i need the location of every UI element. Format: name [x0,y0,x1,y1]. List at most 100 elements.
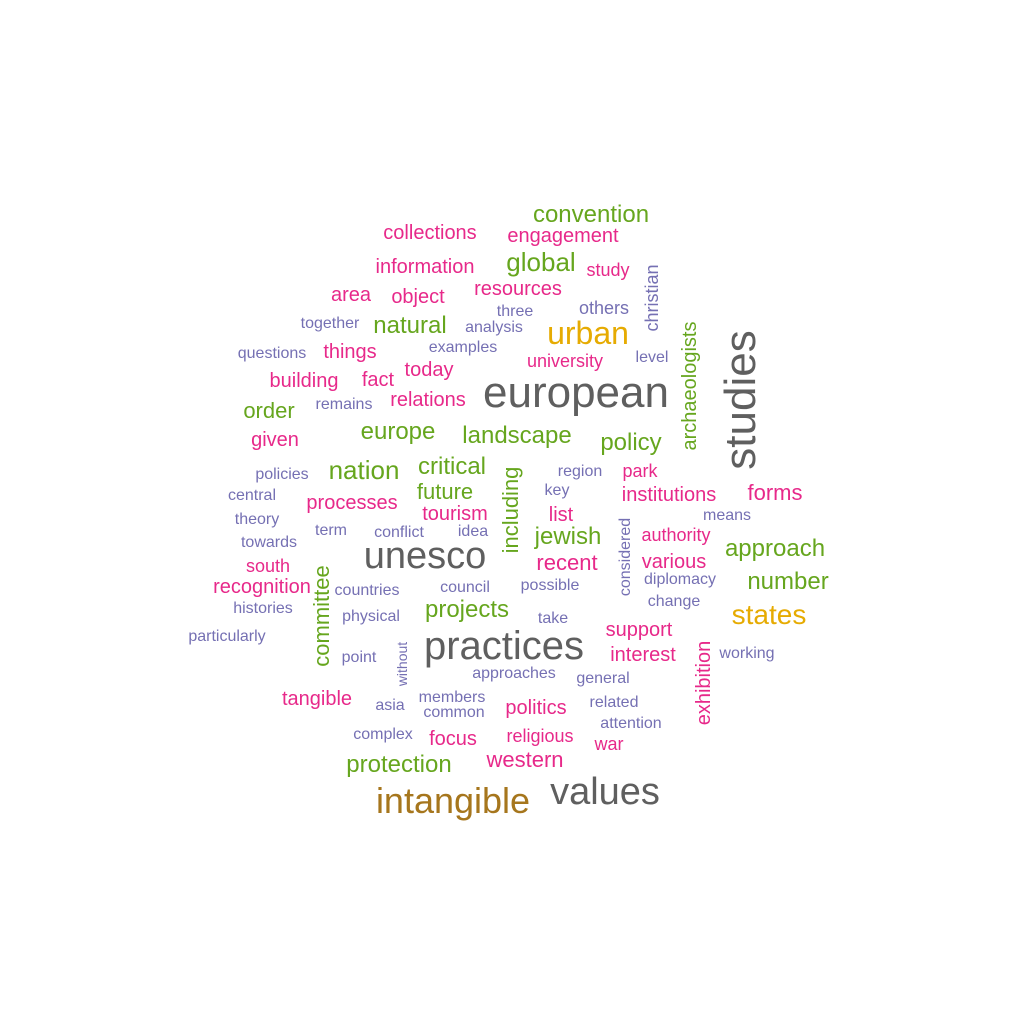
word-approach: approach [724,535,826,562]
word-theory: theory [234,511,280,528]
word-information: information [375,256,475,278]
word-particularly: particularly [188,628,266,645]
word-processes: processes [306,492,398,514]
word-together: together [300,315,360,332]
word-region: region [557,463,603,480]
word-war: war [594,734,624,754]
word-fact: fact [361,369,395,391]
word-nation: nation [328,455,400,485]
word-states: states [731,599,807,630]
word-point: point [341,649,377,666]
word-tourism: tourism [422,503,488,525]
word-europe: europe [360,418,436,445]
word-towards: towards [240,534,298,551]
word-possible: possible [520,577,580,594]
word-religious: religious [506,726,574,746]
word-tangible: tangible [281,688,353,710]
word-asia: asia [375,697,405,714]
word-study: study [586,260,630,280]
word-given: given [251,429,299,451]
word-global: global [506,247,576,277]
word-support: support [605,619,673,641]
word-considered: considered [617,517,634,597]
word-analysis: analysis [465,319,523,336]
word-common: common [423,704,485,721]
word-list: list [548,504,574,526]
word-university: university [526,351,604,371]
word-various: various [641,551,707,573]
word-european: european [483,368,669,417]
word-protection: protection [346,751,452,778]
word-object: object [391,286,445,308]
word-urban: urban [547,315,629,351]
word-term: term [315,522,347,539]
word-building: building [269,370,339,392]
word-including: including [498,466,523,554]
word-level: level [635,349,669,366]
word-institutions: institutions [621,484,717,506]
word-landscape: landscape [462,422,572,449]
word-key: key [544,482,570,499]
word-values: values [550,771,660,813]
word-interest: interest [610,644,676,666]
word-related: related [589,694,639,711]
word-authority: authority [641,525,711,545]
word-intangible: intangible [375,780,531,821]
word-approaches: approaches [472,665,556,682]
word-focus: focus [429,728,477,750]
word-convention: convention [532,201,650,228]
word-exhibition: exhibition [693,640,715,726]
word-area: area [330,284,372,306]
word-diplomacy: diplomacy [643,571,717,588]
word-studies: studies [716,330,765,470]
word-archaeologists: archaeologists [679,321,701,451]
word-members: members [418,689,486,706]
word-complex: complex [353,726,413,743]
word-general: general [576,670,630,687]
word-without: without [394,641,410,687]
word-attention: attention [600,715,662,732]
word-relations: relations [390,389,466,411]
word-means: means [702,507,752,524]
word-take: take [537,610,569,627]
word-policy: policy [600,429,662,456]
word-number: number [747,568,829,595]
word-committee: committee [309,565,334,667]
word-change: change [647,593,701,610]
word-remains: remains [315,396,373,413]
word-council: council [440,579,490,596]
word-central: central [227,487,277,504]
word-things: things [323,341,377,363]
word-jewish: jewish [534,523,602,550]
word-western: western [486,747,564,772]
word-christian: christian [642,264,662,332]
word-policies: policies [255,466,309,483]
word-resources: resources [474,278,562,300]
word-order: order [243,398,295,423]
word-south: south [245,556,291,576]
word-collections: collections [383,222,477,244]
word-projects: projects [424,596,510,623]
word-conflict: conflict [374,524,424,541]
word-critical: critical [417,453,487,480]
word-countries: countries [334,582,400,599]
word-recognition: recognition [213,576,311,598]
word-future: future [416,479,474,504]
word-forms: forms [747,480,803,505]
word-park: park [622,461,658,481]
word-histories: histories [233,600,293,617]
word-physical: physical [342,608,400,625]
word-working: working [719,645,775,662]
word-questions: questions [237,345,307,362]
word-natural: natural [373,312,447,339]
word-others: others [578,298,630,318]
word-idea: idea [457,523,489,540]
word-engagement: engagement [507,225,619,247]
word-practices: practices [423,624,585,668]
word-recent: recent [536,550,598,575]
word-politics: politics [505,697,567,719]
word-examples: examples [428,339,498,356]
word-three: three [496,303,534,320]
word-unesco: unesco [363,535,487,577]
